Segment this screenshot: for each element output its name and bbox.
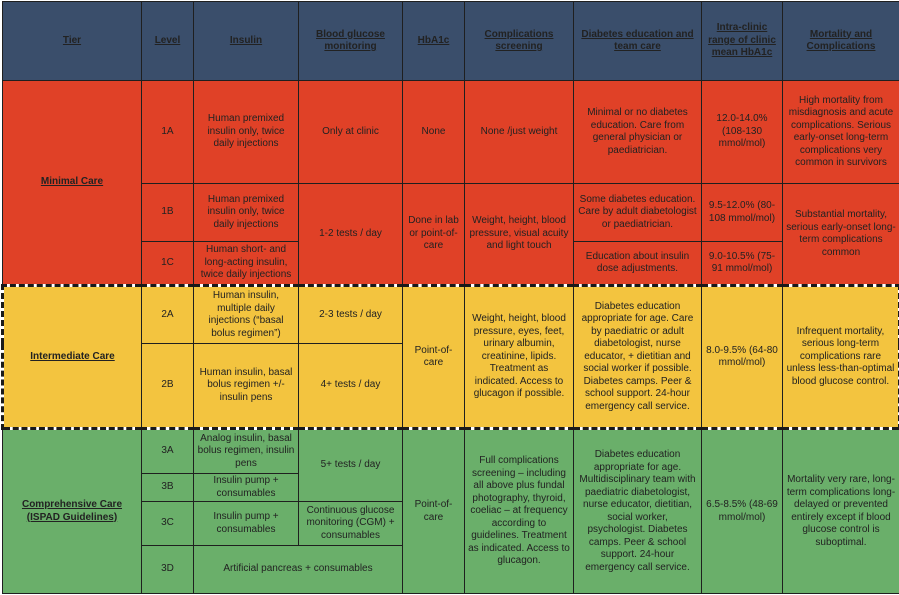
screening-cell: Weight, height, blood pressure, eyes, fe…: [464, 284, 574, 429]
mortality-cell: Infrequent mortality, serious long-term …: [782, 284, 899, 429]
level-cell: 3A: [141, 427, 194, 474]
education-cell: Diabetes education appropriate for age. …: [573, 284, 702, 429]
table-row-3a: Comprehensive Care (ISPAD Guidelines) 3A…: [2, 427, 899, 594]
bgm-cell: 1-2 tests / day: [298, 183, 403, 286]
insulin-cell: Insulin pump + consumables: [193, 473, 299, 502]
hba1c-cell: Point-of-care: [402, 427, 465, 594]
hba1c-cell: None: [402, 80, 465, 184]
level-cell: 1B: [141, 183, 194, 242]
mortality-cell: Mortality very rare, long-term complicat…: [782, 427, 899, 594]
insulin-cell: Analog insulin, basal bolus regimen, ins…: [193, 427, 299, 474]
screening-cell: Full complications screening – including…: [464, 427, 574, 594]
mortality-cell: Substantial mortality, serious early-ons…: [782, 183, 899, 286]
header-complications-screening: Complications screening: [464, 1, 574, 81]
insulin-cell: Human premixed insulin only, twice daily…: [193, 80, 299, 184]
level-cell: 3D: [141, 545, 194, 594]
screening-cell: None /just weight: [464, 80, 574, 184]
range-cell: 6.5-8.5% (48-69 mmol/mol): [701, 427, 783, 594]
insulin-cell: Insulin pump + consumables: [193, 501, 299, 546]
table-row-1c: 1C Human short- and long-acting insulin,…: [3, 241, 899, 287]
hba1c-cell: Done in lab or point-of-care: [402, 183, 465, 286]
range-cell: 9.5-12.0% (80-108 mmol/mol): [701, 183, 783, 242]
bgm-cell: 5+ tests / day: [298, 427, 403, 502]
header-mortality: Mortality and Complications: [782, 1, 899, 81]
hba1c-cell: Point-of-care: [402, 284, 465, 429]
table-row-3c: 3C Insulin pump + consumables Continuous…: [3, 501, 899, 546]
range-cell: 8.0-9.5% (64-80 mmol/mol): [701, 284, 783, 429]
insulin-cell: Artificial pancreas + consumables: [193, 545, 403, 594]
bgm-cell: 2-3 tests / day: [298, 284, 403, 344]
header-hba1c-range: Intra-clinic range of clinic mean HbA1c: [701, 1, 783, 81]
bgm-cell: Only at clinic: [298, 80, 403, 184]
insulin-cell: Human insulin, basal bolus regimen +/- i…: [193, 343, 299, 430]
header-level: Level: [141, 1, 194, 81]
header-row: Tier Level Insulin Blood glucose monitor…: [2, 1, 899, 81]
education-cell: Education about insulin dose adjustments…: [573, 241, 702, 287]
table-row-2b: 2B Human insulin, basal bolus regimen +/…: [3, 343, 899, 430]
bgm-cell: 4+ tests / day: [298, 343, 403, 430]
education-cell: Diabetes education appropriate for age. …: [573, 427, 702, 594]
level-cell: 2B: [141, 343, 194, 430]
header-diabetes-education: Diabetes education and team care: [573, 1, 702, 81]
tier-minimal-care: Minimal Care: [2, 80, 142, 286]
tier-intermediate-care: Intermediate Care: [1, 284, 142, 429]
range-cell: 12.0-14.0% (108-130 mmol/mol): [701, 80, 783, 184]
header-hba1c: HbA1c: [402, 1, 465, 81]
header-tier: Tier: [2, 1, 142, 81]
level-cell: 2A: [141, 284, 194, 344]
header-blood-glucose-monitoring: Blood glucose monitoring: [298, 1, 403, 81]
table-row-1a: Minimal Care 1A Human premixed insulin o…: [2, 80, 899, 286]
table-row-3d: 3D Artificial pancreas + consumables: [3, 545, 899, 594]
mortality-cell: High mortality from misdiagnosis and acu…: [782, 80, 899, 184]
insulin-cell: Human short- and long-acting insulin, tw…: [193, 241, 299, 287]
bgm-cell: Continuous glucose monitoring (CGM) + co…: [298, 501, 403, 546]
screening-cell: Weight, height, blood pressure, visual a…: [464, 183, 574, 286]
tier-comprehensive-care: Comprehensive Care (ISPAD Guidelines): [2, 427, 142, 594]
header-insulin: Insulin: [193, 1, 299, 81]
education-cell: Some diabetes education. Care by adult d…: [573, 183, 702, 242]
level-cell: 1A: [141, 80, 194, 184]
level-cell: 1C: [141, 241, 194, 287]
table-row-1b: 1B Human premixed insulin only, twice da…: [3, 183, 899, 286]
insulin-cell: Human insulin, multiple daily injections…: [193, 284, 299, 344]
range-cell: 9.0-10.5% (75-91 mmol/mol): [701, 241, 783, 287]
table-row-2a: Intermediate Care 2A Human insulin, mult…: [1, 284, 899, 429]
level-cell: 3C: [141, 501, 194, 546]
level-cell: 3B: [141, 473, 194, 502]
insulin-cell: Human premixed insulin only, twice daily…: [193, 183, 299, 242]
education-cell: Minimal or no diabetes education. Care f…: [573, 80, 702, 184]
